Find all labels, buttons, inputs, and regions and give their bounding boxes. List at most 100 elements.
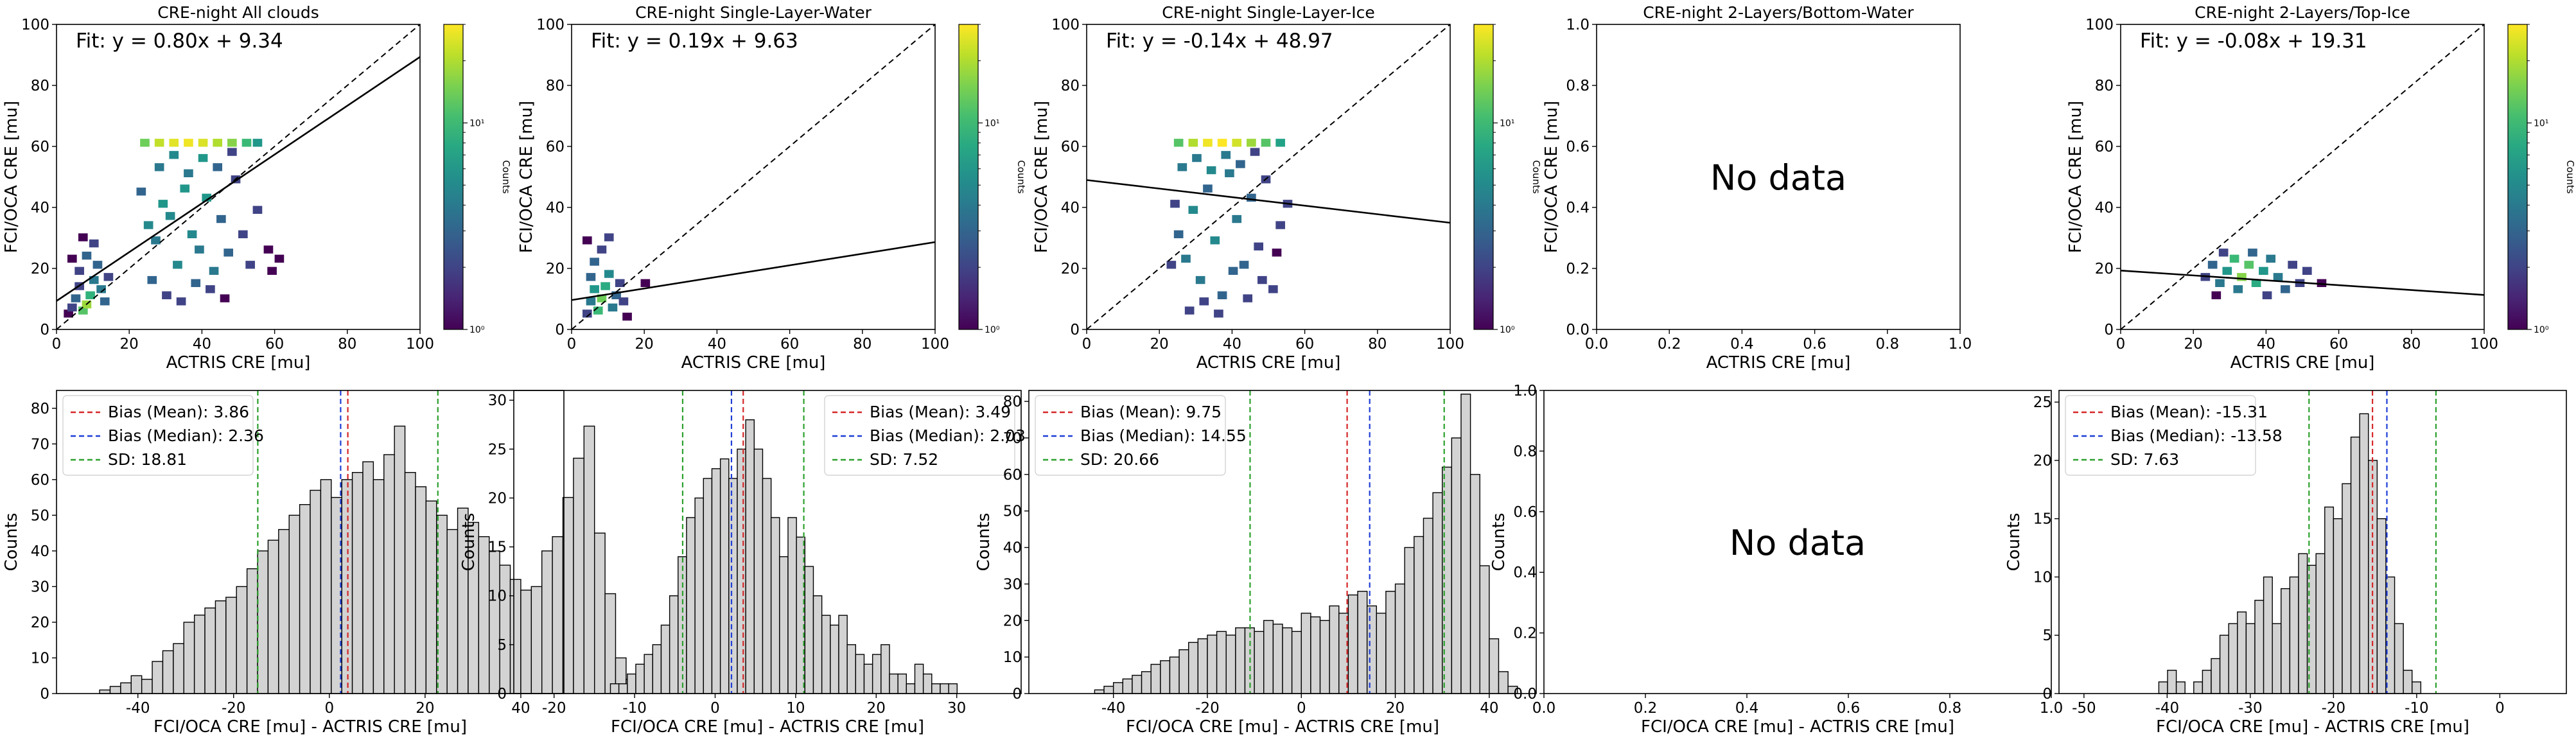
histogram-bar <box>1094 689 1105 694</box>
heatmap-cell <box>213 139 223 147</box>
y-tick-label: 15 <box>2033 511 2052 528</box>
colorbar-tick-label: 10¹ <box>2534 118 2548 128</box>
histogram-bar <box>1451 437 1462 694</box>
y-tick-label: 100 <box>2085 17 2114 33</box>
histogram-bar <box>644 654 654 694</box>
colorbar-tick-label: 10⁰ <box>469 325 485 335</box>
heatmap-cell <box>252 205 263 214</box>
x-tick-label: 0 <box>52 336 62 353</box>
y-tick-label: 40 <box>546 200 565 216</box>
heatmap-cell <box>187 230 197 238</box>
heatmap-cell <box>92 261 103 269</box>
heatmap-cell <box>1181 254 1191 263</box>
histogram-bar <box>1329 605 1340 694</box>
histogram-bar <box>446 529 459 694</box>
x-tick-label: 0.2 <box>1658 336 1681 353</box>
x-tick-label: 40 <box>511 700 530 717</box>
histogram-bar <box>669 595 679 694</box>
histogram-bar <box>562 496 574 694</box>
histogram-bar <box>99 689 111 694</box>
heatmap-cell <box>2211 291 2221 299</box>
histogram-bar <box>1216 631 1227 694</box>
y-tick-label: 40 <box>1061 200 1080 216</box>
histogram-bar <box>1310 616 1321 694</box>
histogram-bar <box>2333 518 2343 694</box>
heatmap-cell <box>198 153 208 162</box>
histogram-bar <box>2350 436 2360 694</box>
y-axis-label: FCI/OCA CRE [mu] <box>2 101 21 253</box>
y-tick-label: 20 <box>31 261 49 277</box>
histogram-bar <box>489 550 500 694</box>
legend-entry: Bias (Mean): 9.75 <box>1080 403 1222 421</box>
x-tick-label: 0.6 <box>1837 700 1861 717</box>
x-tick-label: 80 <box>2402 336 2421 353</box>
y-tick-label: 0 <box>497 686 507 703</box>
heatmap-panel-4: No data 0.0 0.2 0.4 0.6 0.8 1.0 0.0 0.2 0.4 0.6 0.8… <box>1542 3 1972 372</box>
y-tick-label: 0.4 <box>1566 200 1590 216</box>
histogram-bar <box>940 683 949 694</box>
fit-annotation: Fit: y = 0.80x + 9.34 <box>76 30 283 53</box>
histogram-bar <box>130 675 143 694</box>
heatmap-cell <box>2281 285 2290 293</box>
y-axis-label: Counts <box>2 513 21 572</box>
heatmap-cell <box>1257 275 1267 284</box>
heatmap-cell <box>252 139 263 147</box>
y-tick-label: 0.4 <box>1513 564 1537 581</box>
heatmap-cell <box>2233 285 2243 293</box>
fit-line <box>571 241 936 301</box>
heatmap-cell <box>158 200 168 208</box>
y-tick-label: 80 <box>1003 394 1022 410</box>
histogram-bar <box>478 536 490 694</box>
histogram-bar <box>310 489 322 694</box>
y-tick-label: 50 <box>1003 503 1022 520</box>
x-tick-label: 40 <box>1223 336 1241 353</box>
histogram-bar <box>541 550 553 694</box>
heatmap-cell <box>191 279 201 287</box>
histogram-bar <box>351 472 364 694</box>
y-tick-label: 0.6 <box>1513 504 1537 521</box>
y-tick-label: 60 <box>31 139 49 155</box>
histogram-bar <box>1498 671 1509 694</box>
histogram-bar <box>1207 634 1218 694</box>
heatmap-cell <box>1243 294 1253 302</box>
histogram-bar <box>109 686 121 694</box>
y-tick-label: 0.0 <box>1566 322 1590 338</box>
histogram-bar <box>897 673 907 694</box>
heatmap-cell <box>216 214 226 223</box>
heatmap-cell <box>96 285 106 293</box>
legend-entry: Bias (Median): 14.55 <box>1080 426 1247 445</box>
histogram-bar <box>2412 681 2422 694</box>
heatmap-cell <box>140 139 150 147</box>
axes-frame <box>1028 390 1537 694</box>
y-tick-label: 60 <box>1003 467 1022 484</box>
histogram-bar <box>846 644 857 694</box>
histogram-bar <box>1479 565 1490 694</box>
y-tick-label: 100 <box>536 17 565 33</box>
colorbar-tick-label: 10¹ <box>469 118 484 128</box>
y-tick-label: 0.8 <box>1513 443 1537 460</box>
x-tick-label: 0.6 <box>1803 336 1827 353</box>
histogram-bar <box>1291 631 1302 694</box>
y-axis-label: FCI/OCA CRE [mu] <box>2066 101 2085 253</box>
histogram-bar <box>2211 658 2221 694</box>
x-tick-label: 30 <box>947 700 966 717</box>
legend-box <box>2065 395 2256 476</box>
histogram-bar <box>499 564 511 694</box>
histogram-bar <box>583 425 595 694</box>
histogram-bar <box>2263 576 2273 694</box>
heatmap-cell <box>2215 279 2225 287</box>
y-tick-label: 80 <box>1061 78 1080 94</box>
heatmap-cell <box>604 233 614 241</box>
fit-annotation: Fit: y = 0.19x + 9.63 <box>591 30 798 53</box>
panel-title: CRE-night 2-Layers/Bottom-Water <box>1643 3 1914 22</box>
x-tick-label: 40 <box>708 336 726 353</box>
x-tick-label: 60 <box>2329 336 2348 353</box>
fit-line <box>2120 269 2485 296</box>
heatmap-cell <box>2262 291 2272 299</box>
heatmap-panel-3: Fit: y = -0.14x + 48.97 10⁰ 10¹ Counts 0 20 40… <box>1032 3 1542 372</box>
x-tick-label: 20 <box>635 336 654 353</box>
axes-frame <box>513 390 1022 694</box>
heatmap-cell <box>608 303 618 311</box>
axes-frame <box>1543 390 2052 694</box>
heatmap-cell <box>1232 139 1242 147</box>
